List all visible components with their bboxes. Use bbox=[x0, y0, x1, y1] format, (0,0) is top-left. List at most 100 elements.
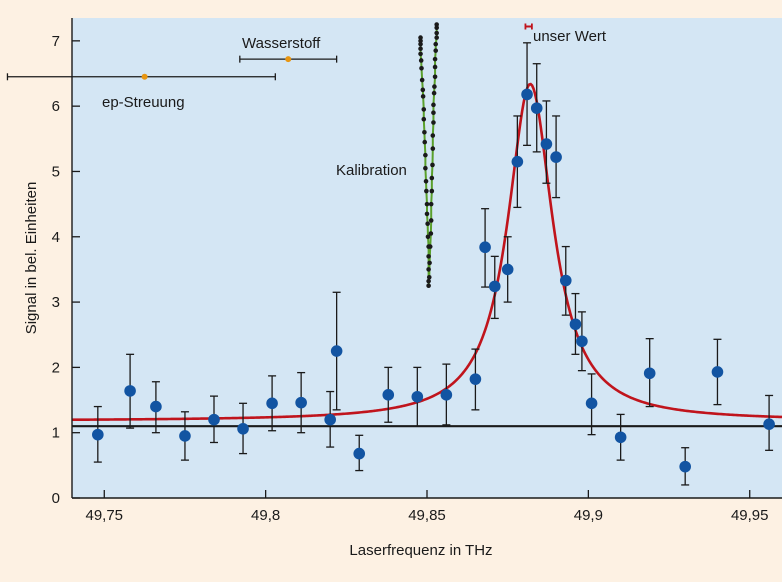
calibration-point bbox=[422, 129, 427, 135]
data-point bbox=[479, 241, 491, 254]
data-point bbox=[643, 367, 656, 380]
calibration-point bbox=[429, 175, 435, 181]
y-tick-label: 3 bbox=[52, 294, 60, 311]
calibration-point bbox=[420, 94, 426, 99]
data-points-layer bbox=[92, 88, 775, 473]
calibration-point bbox=[426, 278, 431, 284]
calibration-point bbox=[424, 188, 429, 194]
data-point bbox=[569, 318, 582, 331]
calibration-point bbox=[431, 102, 436, 108]
calibration-point bbox=[424, 211, 430, 217]
calibration-point bbox=[432, 84, 437, 89]
x-tick-label: 49,85 bbox=[408, 507, 446, 524]
data-point bbox=[585, 397, 598, 410]
calibration-point bbox=[418, 58, 424, 63]
x-tick-label: 49,95 bbox=[731, 507, 769, 524]
calibration-point bbox=[434, 35, 439, 40]
calibration-point bbox=[431, 110, 436, 115]
calibration-point bbox=[418, 41, 423, 47]
our-value-range bbox=[524, 23, 533, 30]
ep-scattering-label: ep-Streuung bbox=[102, 94, 185, 111]
hydrogen-marker bbox=[285, 56, 292, 63]
data-point bbox=[501, 263, 514, 276]
calibration-point bbox=[426, 267, 431, 272]
calibration-point bbox=[434, 30, 439, 36]
calibration-point bbox=[428, 231, 434, 236]
calibration-point bbox=[433, 48, 439, 53]
calibration-point bbox=[433, 41, 439, 47]
calibration-point bbox=[427, 244, 433, 249]
data-point bbox=[179, 430, 191, 442]
axes-layer: 0 1 2 3 4 5 6 7 49,75 49,8 49,85 49,9 49,95 bbox=[52, 18, 782, 524]
x-tick-label: 49,8 bbox=[251, 507, 280, 524]
calibration-point bbox=[431, 90, 437, 96]
calibration-point bbox=[419, 77, 425, 83]
calibration-point bbox=[423, 152, 428, 158]
data-point bbox=[324, 413, 336, 426]
data-point bbox=[576, 335, 588, 348]
calibration-point bbox=[426, 283, 431, 289]
annotations-layer: ep-Streuung Wasserstoff unser Wert Kalibrat… bbox=[6, 22, 607, 289]
calibration-point bbox=[426, 254, 431, 259]
ep-scattering-range bbox=[6, 73, 276, 81]
calibration-point bbox=[425, 221, 430, 227]
data-point bbox=[295, 396, 307, 409]
data-point bbox=[511, 155, 524, 168]
calibration-point bbox=[419, 65, 424, 71]
calibration-point bbox=[421, 116, 427, 122]
calibration-point bbox=[434, 25, 439, 31]
data-point bbox=[124, 385, 136, 397]
data-point bbox=[208, 413, 220, 426]
data-point bbox=[440, 389, 453, 401]
calibration-point bbox=[427, 260, 432, 266]
x-tick-label: 49,75 bbox=[85, 507, 123, 524]
calibration-point bbox=[418, 35, 423, 40]
y-tick-label: 1 bbox=[52, 425, 60, 442]
calibration-point bbox=[429, 188, 435, 194]
y-tick-label: 6 bbox=[52, 98, 60, 115]
data-point bbox=[679, 460, 691, 473]
calibration-point bbox=[423, 165, 428, 171]
calibration-point bbox=[418, 51, 423, 57]
data-point bbox=[382, 389, 395, 401]
data-point bbox=[550, 151, 562, 163]
data-point bbox=[488, 280, 501, 293]
calibration-point bbox=[423, 178, 429, 184]
data-point bbox=[469, 373, 482, 385]
fit-layer bbox=[71, 82, 782, 422]
calibration-point bbox=[422, 139, 428, 145]
data-point bbox=[92, 428, 104, 441]
hydrogen-label: Wasserstoff bbox=[242, 35, 321, 52]
calibration-point bbox=[432, 56, 438, 62]
data-point bbox=[353, 447, 366, 460]
calibration-point bbox=[428, 201, 434, 207]
data-point bbox=[330, 345, 343, 357]
calibration-point bbox=[432, 74, 438, 80]
y-tick-label: 4 bbox=[52, 229, 60, 246]
data-point bbox=[521, 88, 533, 101]
data-point bbox=[540, 138, 553, 150]
data-point bbox=[559, 274, 572, 287]
data-point bbox=[150, 400, 162, 413]
y-tick-label: 2 bbox=[52, 359, 60, 376]
data-point bbox=[711, 366, 724, 378]
calibration-point bbox=[425, 234, 431, 240]
fit-curve bbox=[71, 82, 782, 422]
calibration-point bbox=[428, 218, 434, 223]
y-axis-label: Signal in bel. Einheiten bbox=[23, 182, 40, 335]
x-axis-label: Laserfrequenz in THz bbox=[349, 542, 492, 559]
ep-scattering-marker bbox=[141, 73, 148, 80]
calibration-point bbox=[434, 22, 439, 27]
calibration-point bbox=[418, 38, 423, 44]
calibration-point bbox=[432, 64, 438, 70]
calibration-point bbox=[430, 146, 436, 151]
y-tick-label: 0 bbox=[52, 490, 60, 507]
data-point bbox=[530, 102, 543, 114]
y-tick-label: 7 bbox=[52, 33, 60, 50]
calibration-point bbox=[426, 274, 432, 280]
data-point bbox=[763, 418, 775, 431]
calibration-point bbox=[418, 46, 423, 51]
calibration-point bbox=[421, 107, 427, 112]
